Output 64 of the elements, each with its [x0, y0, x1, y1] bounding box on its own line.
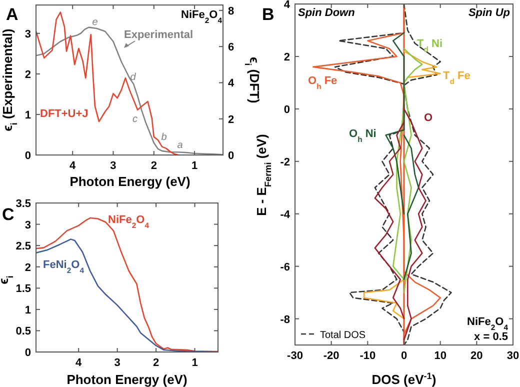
annotation: Spin Up — [468, 7, 510, 19]
annotation: a — [177, 140, 184, 151]
y-tick-label: 2 — [24, 262, 31, 274]
y-tick-label: 1 — [24, 109, 31, 122]
y-tick-label: 1 — [24, 304, 31, 316]
x-tick-label: -30 — [287, 350, 303, 362]
y-tick-label: 3 — [24, 28, 31, 40]
y-tick-label: -8 — [280, 314, 290, 326]
chart-title: C — [2, 205, 14, 224]
y-tick-label: -4 — [280, 208, 291, 221]
y-tick-label: 0.5 — [16, 326, 31, 338]
y-tick-label: 2 — [24, 68, 31, 81]
series-label: O$_{h}$ Ni — [349, 128, 376, 144]
y-tick-label: 0 — [284, 104, 290, 116]
y-tick-label: 0 — [24, 150, 31, 162]
annotation: c — [132, 114, 138, 125]
y2-tick-label: 6 — [228, 42, 234, 54]
x-tick-label: 2 — [150, 160, 157, 172]
x-tick-label: 3 — [110, 160, 116, 172]
annotation: d — [130, 72, 136, 83]
x-tick-label: -10 — [360, 350, 376, 362]
annotation: b — [161, 132, 168, 143]
x-tick-label: 1 — [191, 160, 198, 172]
x-tick-label: 2 — [152, 357, 160, 369]
series-label: O — [424, 112, 433, 124]
y-tick-label: 2 — [284, 51, 290, 64]
x-tick-label: 3 — [114, 357, 120, 369]
x-tick-label: 0 — [400, 350, 408, 362]
x-tick-label: 20 — [470, 350, 483, 362]
y2-tick-label: 4 — [228, 78, 235, 90]
x-axis-title: Photon Energy (eV) — [66, 372, 188, 387]
x-tick-label: 4 — [70, 160, 77, 172]
annotation: e — [92, 17, 98, 28]
y2-tick-label: 8 — [228, 5, 234, 18]
y2-tick-label: 0 — [228, 150, 234, 162]
series-label: DFT+U+J — [40, 108, 88, 120]
annotation: Spin Down — [298, 7, 356, 19]
x-tick-label: 4 — [76, 357, 83, 369]
y-tick-label: 2.5 — [16, 240, 31, 253]
annotation: NiFe$_{2}$O$_{4}$ — [181, 9, 223, 24]
series-label: FeNi$_{2}$O$_{4}$ — [43, 259, 85, 274]
series-label: O$_{h}$ Fe — [308, 75, 338, 90]
y-tick-label: -6 — [280, 261, 290, 274]
y-tick-label: 4 — [284, 0, 291, 11]
series-label: NiFe$_{2}$O$_{4}$ — [108, 214, 150, 230]
x-tick-label: -20 — [323, 350, 340, 362]
chart-title: A — [6, 5, 18, 24]
y-tick-label: 3 — [24, 219, 31, 232]
y2-tick-label: 2 — [228, 114, 234, 126]
series-label: T$_{d}$ Fe — [443, 70, 470, 86]
y-tick-label: 1.5 — [16, 283, 31, 296]
legend-label: Total DOS — [320, 330, 366, 341]
y-tick-label: -2 — [280, 156, 290, 168]
x-axis-title: Photon Energy (eV) — [70, 174, 190, 189]
annotation: x = 0.5 — [474, 331, 508, 343]
series-label: T$_{d}$ Ni — [417, 38, 442, 54]
annotation: NiFe$_{2}$O$_{4}$ — [467, 316, 509, 332]
chart-title: B — [262, 5, 274, 24]
series-label: Experimental — [124, 29, 194, 41]
y-tick-label: 3.5 — [16, 198, 31, 210]
x-axis-title: DOS (eV$^{-1}$) — [372, 371, 436, 387]
x-tick-label: 30 — [506, 350, 520, 362]
x-tick-label: 10 — [434, 350, 446, 362]
x-tick-label: 1 — [192, 357, 198, 369]
